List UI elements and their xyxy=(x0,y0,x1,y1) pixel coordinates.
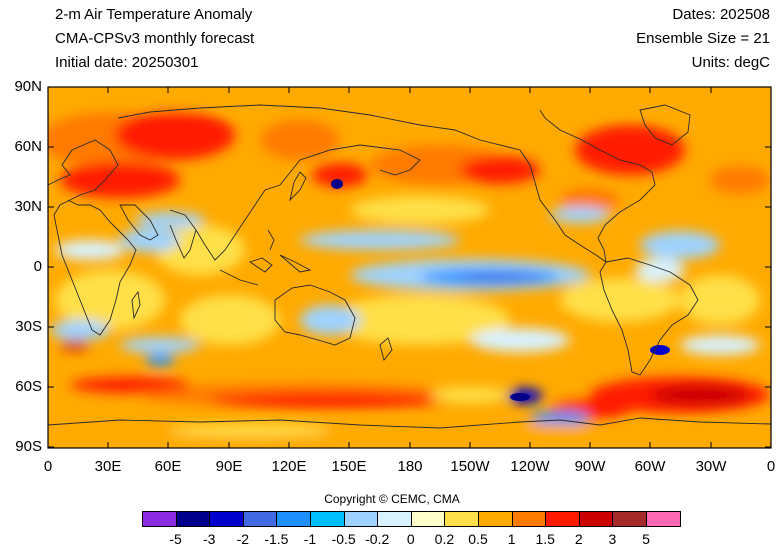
lon-label-150e: 150E xyxy=(331,458,367,475)
lon-label-120e: 120E xyxy=(271,458,307,475)
colorbar-label: 0 xyxy=(406,531,415,547)
colorbar-swatch xyxy=(242,511,278,527)
units-label: Units: degC xyxy=(691,54,770,71)
cold-spot xyxy=(650,345,670,355)
colorbar-swatch xyxy=(343,511,379,527)
cold-spot xyxy=(331,179,343,189)
colorbar-swatch xyxy=(142,511,177,527)
colorbar-label: 3 xyxy=(608,531,617,547)
initial-date: Initial date: 20250301 xyxy=(55,54,199,71)
colorbar-swatch xyxy=(478,511,513,527)
colorbar-swatch xyxy=(545,511,580,527)
colorbar-label: -3 xyxy=(202,531,216,547)
colorbar-swatch xyxy=(175,511,211,527)
lat-label-60s: 60S xyxy=(15,378,42,395)
colorbar-swatch xyxy=(310,511,345,527)
lat-label-30n: 30N xyxy=(14,198,42,215)
colorbar-swatch xyxy=(646,511,681,527)
colorbar-swatch xyxy=(444,511,479,527)
colorbar-label: -0.5 xyxy=(331,531,356,547)
ensemble-size: Ensemble Size = 21 xyxy=(636,30,770,47)
lon-label-0: 0 xyxy=(43,458,53,475)
colorbar-label: 2 xyxy=(574,531,583,547)
cold-spot xyxy=(510,393,530,401)
colorbar-label: 1 xyxy=(507,531,516,547)
lon-label-120w: 120W xyxy=(510,458,550,475)
chart-title: 2-m Air Temperature Anomaly xyxy=(55,6,253,23)
colorbar-label: 0.2 xyxy=(434,531,455,547)
lat-label-90n: 90N xyxy=(14,78,42,95)
colorbar-swatch xyxy=(511,511,547,527)
lat-label-0: 0 xyxy=(33,258,42,275)
lon-label-30w: 30W xyxy=(695,458,727,475)
colorbar-swatch xyxy=(612,511,647,527)
lon-label-90e: 90E xyxy=(215,458,243,475)
lon-label-0-end: 0 xyxy=(766,458,776,475)
colorbar-label: -1 xyxy=(303,531,317,547)
lon-label-90w: 90W xyxy=(574,458,606,475)
lon-label-180: 180 xyxy=(397,458,423,475)
colorbar-label: 0.5 xyxy=(468,531,488,547)
tick-marks xyxy=(47,86,772,448)
colorbar-label: -5 xyxy=(169,531,182,547)
lat-label-90s: 90S xyxy=(15,438,42,455)
model-name: CMA-CPSv3 monthly forecast xyxy=(55,30,255,47)
copyright-notice: Copyright © CEMC, CMA xyxy=(324,492,460,506)
lon-label-30e: 30E xyxy=(94,458,122,475)
lat-label-60n: 60N xyxy=(14,138,42,155)
colorbar-swatch xyxy=(377,511,412,527)
colorbar-swatch xyxy=(410,511,446,527)
colorbar-label: -1.5 xyxy=(264,531,289,547)
forecast-dates: Dates: 202508 xyxy=(672,6,770,23)
lon-label-150w: 150W xyxy=(450,458,490,475)
lat-label-30s: 30S xyxy=(15,318,42,335)
colorbar-label: 1.5 xyxy=(535,531,555,547)
colorbar-swatch xyxy=(276,511,311,527)
colorbar-label: 5 xyxy=(642,531,650,547)
coastlines xyxy=(48,104,771,429)
lon-label-60w: 60W xyxy=(634,458,666,475)
colorbar-swatch xyxy=(209,511,244,527)
colorbar-swatch xyxy=(578,511,614,527)
lon-label-60e: 60E xyxy=(154,458,182,475)
colorbar-label: -0.2 xyxy=(365,531,390,547)
colorbar-label: -2 xyxy=(236,531,250,547)
